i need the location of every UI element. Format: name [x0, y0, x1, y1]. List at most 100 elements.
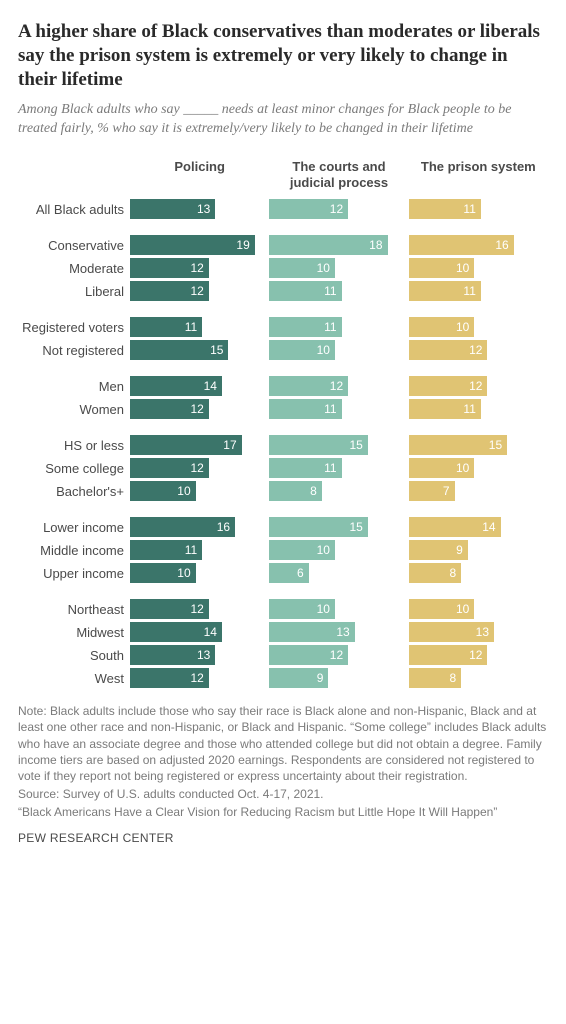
bar-value: 18: [369, 238, 382, 252]
col-head-policing: Policing: [130, 159, 269, 190]
bar: 12: [269, 376, 348, 396]
bar: 9: [269, 668, 328, 688]
bar-cell: 12: [269, 376, 408, 396]
bar-cell: 13: [130, 199, 269, 219]
col-head-courts: The courts and judicial process: [269, 159, 408, 190]
chart-title: A higher share of Black conservatives th…: [18, 20, 548, 91]
bar: 12: [409, 340, 488, 360]
bar: 14: [130, 622, 222, 642]
bar-cell: 14: [130, 376, 269, 396]
source-line-2: “Black Americans Have a Clear Vision for…: [18, 804, 548, 820]
bar: 11: [269, 317, 341, 337]
data-row: Women121111: [18, 398, 548, 420]
bar: 10: [130, 563, 196, 583]
bar-cell: 10: [269, 540, 408, 560]
row-group: All Black adults131211: [18, 198, 548, 220]
data-row: Liberal121111: [18, 280, 548, 302]
row-label: All Black adults: [18, 202, 130, 217]
bar: 11: [269, 399, 341, 419]
bar-cell: 16: [130, 517, 269, 537]
row-label: HS or less: [18, 438, 130, 453]
bar-cell: 8: [409, 563, 548, 583]
row-label: Northeast: [18, 602, 130, 617]
org-name: PEW RESEARCH CENTER: [18, 831, 548, 845]
data-row: Not registered151012: [18, 339, 548, 361]
row-label: Not registered: [18, 343, 130, 358]
bar: 11: [409, 399, 481, 419]
bar: 12: [130, 258, 209, 278]
bar: 16: [130, 517, 235, 537]
bar: 12: [130, 668, 209, 688]
bar-cell: 12: [409, 645, 548, 665]
data-row: Middle income11109: [18, 539, 548, 561]
bar-value: 17: [223, 438, 236, 452]
bar-value: 11: [185, 320, 197, 334]
bar-cell: 10: [269, 340, 408, 360]
bar: 11: [409, 281, 481, 301]
bar-value: 11: [463, 284, 475, 298]
data-row: Northeast12 10 10: [18, 598, 548, 620]
bar-cell: 15: [269, 435, 408, 455]
row-label: Some college: [18, 461, 130, 476]
bar-value: 8: [450, 566, 457, 580]
bar-value: 11: [463, 402, 475, 416]
bar-value: 14: [204, 379, 217, 393]
bar-cell: 12: [409, 340, 548, 360]
bar: 11: [409, 199, 481, 219]
column-headers: Policing The courts and judicial process…: [18, 159, 548, 190]
bar-value: 12: [469, 343, 482, 357]
bar: 8: [409, 668, 462, 688]
bar-value: 13: [476, 625, 489, 639]
data-row: Some college121110: [18, 457, 548, 479]
row-label: Registered voters: [18, 320, 130, 335]
bar-cell: 12: [130, 668, 269, 688]
data-row: Conservative191816: [18, 234, 548, 256]
bar: 8: [269, 481, 322, 501]
bar-value: 11: [324, 284, 336, 298]
bar-cell: 12: [130, 258, 269, 278]
bar-cell: 15: [409, 435, 548, 455]
note-text: Note: Black adults include those who say…: [18, 703, 548, 784]
bar-value: 10: [456, 602, 469, 616]
bar-value: 12: [330, 379, 343, 393]
row-group: Northeast121010Midwest141313South131212W…: [18, 598, 548, 689]
row-label: Bachelor's+: [18, 484, 130, 499]
data-row: Midwest141313: [18, 621, 548, 643]
row-group: Men141212Women121111: [18, 375, 548, 420]
bar-cell: 11: [269, 458, 408, 478]
row-label: Midwest: [18, 625, 130, 640]
bar: 8: [409, 563, 462, 583]
bar-cell: 11: [409, 199, 548, 219]
bar: 19: [130, 235, 255, 255]
source-line-1: Source: Survey of U.S. adults conducted …: [18, 786, 548, 802]
chart-body: All Black adults131211Conservative191816…: [18, 198, 548, 689]
bar: 10: [269, 540, 335, 560]
bar: 6: [269, 563, 308, 583]
bar-value: 14: [204, 625, 217, 639]
bar-cell: 11: [409, 281, 548, 301]
bar-value: 7: [443, 484, 450, 498]
bar-value: 10: [317, 602, 330, 616]
data-row: Men141212: [18, 375, 548, 397]
bar-cell: 12: [130, 599, 269, 619]
bar-value: 19: [236, 238, 249, 252]
row-group: Registered voters111110Not registered151…: [18, 316, 548, 361]
bar-value: 12: [469, 648, 482, 662]
bar-value: 10: [456, 320, 469, 334]
row-label: West: [18, 671, 130, 686]
bar-cell: 18: [269, 235, 408, 255]
bar: 10: [409, 317, 475, 337]
bar-value: 8: [310, 484, 317, 498]
bar: 12: [130, 399, 209, 419]
bar: 13: [130, 199, 215, 219]
bar: 11: [269, 458, 341, 478]
bar-cell: 8: [269, 481, 408, 501]
chart-subtitle: Among Black adults who say _____ needs a…: [18, 101, 548, 139]
bar-cell: 13: [409, 622, 548, 642]
row-label: Liberal: [18, 284, 130, 299]
bar-value: 10: [177, 484, 190, 498]
bar: 7: [409, 481, 455, 501]
bar-cell: 7: [409, 481, 548, 501]
bar-cell: 11: [130, 540, 269, 560]
bar-cell: 12: [409, 376, 548, 396]
